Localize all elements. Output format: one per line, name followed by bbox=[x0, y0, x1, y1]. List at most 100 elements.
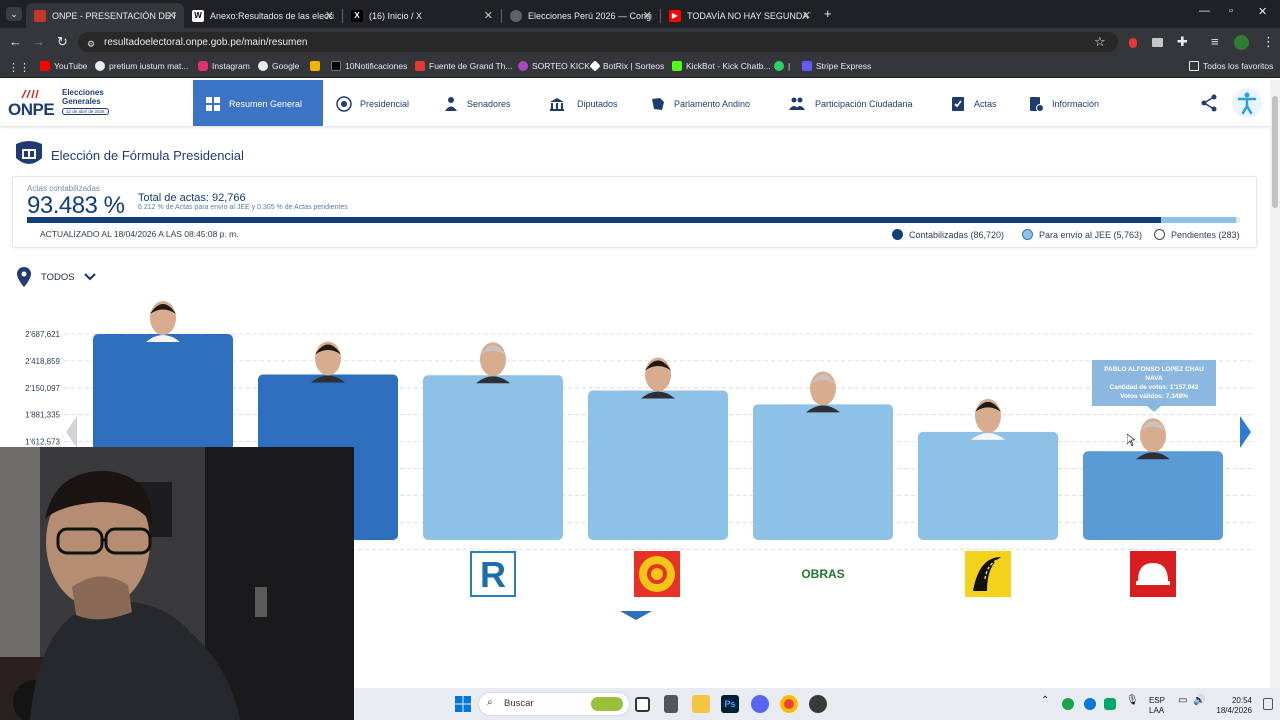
bookmark-whatsapp[interactable]: | bbox=[774, 61, 790, 71]
bookmark-grand-theft[interactable]: Fuente de Grand Th... bbox=[415, 61, 512, 71]
scrollbar-thumb[interactable] bbox=[1272, 96, 1278, 208]
nav-resumen-general[interactable]: Resumen General bbox=[205, 96, 302, 112]
microphone-icon[interactable]: 🎙 bbox=[1126, 695, 1139, 706]
extension-icon[interactable] bbox=[1152, 38, 1163, 47]
nav-informacion[interactable]: Información bbox=[1028, 96, 1099, 112]
brand-title: Elecciones Generales bbox=[62, 88, 104, 106]
close-tab-icon[interactable]: ✕ bbox=[324, 10, 334, 22]
close-tab-icon[interactable]: ✕ bbox=[166, 10, 176, 22]
bookmark-stripe[interactable]: Stripe Express bbox=[802, 61, 871, 71]
tray-cloud-icon[interactable] bbox=[1084, 698, 1096, 710]
search-highlight-image bbox=[591, 697, 623, 711]
clock[interactable]: 20:54 18/4/2026 bbox=[1216, 696, 1252, 715]
close-tab-icon[interactable]: ✕ bbox=[483, 10, 493, 22]
tray-app-icon[interactable] bbox=[1104, 698, 1116, 710]
close-tab-icon[interactable]: ✕ bbox=[801, 10, 811, 22]
accessibility-button[interactable] bbox=[1232, 88, 1262, 118]
chart-next-arrow-icon[interactable] bbox=[1240, 416, 1251, 448]
obs-icon[interactable] bbox=[809, 695, 827, 713]
nav-diputados[interactable]: Diputados bbox=[545, 96, 618, 112]
progress-jee bbox=[1160, 217, 1237, 223]
bookmark-10notificaciones[interactable]: 10Notificaciones bbox=[331, 61, 407, 71]
bookmark-sorteo-kick[interactable]: SORTEO KICK bbox=[518, 61, 590, 71]
nav-parlamento-andino[interactable]: Parlamento Andino bbox=[650, 96, 750, 112]
tray-sync-icon[interactable] bbox=[1062, 698, 1074, 710]
chart-bar[interactable] bbox=[588, 390, 728, 540]
tab-separator bbox=[501, 9, 502, 23]
maximize-icon[interactable]: ▫ bbox=[1229, 5, 1233, 17]
extension-record-icon[interactable] bbox=[1129, 38, 1137, 48]
bookmark-botrix[interactable]: BotRix | Sorteos bbox=[589, 60, 664, 72]
file-explorer-icon[interactable] bbox=[692, 695, 710, 713]
tray-chevron-icon[interactable]: ⌃ bbox=[1041, 695, 1050, 706]
party-logo-obras[interactable]: OBRAS bbox=[801, 567, 845, 581]
task-view-icon[interactable] bbox=[635, 697, 650, 712]
tab-youtube[interactable]: ▶ TODAVÍA NO HAY SEGUNDA VUELTA ✕ bbox=[661, 3, 819, 28]
address-bar[interactable] bbox=[78, 32, 1118, 52]
nav-participacion[interactable]: Participación Ciudadana bbox=[787, 96, 913, 112]
bookmark-star[interactable] bbox=[310, 61, 324, 71]
tab-wikipedia[interactable]: W Anexo:Resultados de las elecciones ✕ bbox=[184, 3, 342, 28]
volume-icon[interactable]: 🔊 bbox=[1193, 695, 1206, 706]
star-icon bbox=[310, 61, 320, 71]
language-indicator[interactable]: ESP LAA bbox=[1149, 696, 1166, 715]
share-icon[interactable] bbox=[1200, 94, 1218, 112]
bookmark-kickbot[interactable]: KickBot - Kick Chatb... bbox=[672, 61, 771, 71]
notifications-icon[interactable] bbox=[1263, 698, 1273, 710]
chrome-icon[interactable] bbox=[780, 695, 798, 713]
party-logo-sun[interactable] bbox=[634, 551, 680, 597]
chart-bar[interactable] bbox=[753, 404, 893, 540]
candidate-portrait[interactable] bbox=[1136, 418, 1170, 460]
bookmark-pretium[interactable]: pretium iustum mat... bbox=[95, 61, 188, 71]
candidate-portrait[interactable] bbox=[641, 357, 675, 399]
candidate-portrait[interactable] bbox=[971, 398, 1005, 440]
media-icon[interactable]: ≡ bbox=[1211, 34, 1219, 49]
all-bookmarks[interactable]: Todos los favoritos bbox=[1189, 61, 1273, 71]
nav-actas[interactable]: Actas bbox=[950, 96, 997, 112]
tab-elecciones[interactable]: Elecciones Perú 2026 — Congreso ✕ bbox=[502, 3, 660, 28]
minimize-icon[interactable]: — bbox=[1199, 5, 1210, 17]
nav-senadores[interactable]: Senadores bbox=[443, 96, 511, 112]
app-icon[interactable] bbox=[664, 695, 678, 713]
senate-icon bbox=[445, 97, 457, 111]
chart-bar[interactable] bbox=[918, 431, 1058, 540]
close-tab-icon[interactable]: ✕ bbox=[642, 10, 652, 22]
tab-x[interactable]: X (16) Inicio / X ✕ bbox=[343, 3, 501, 28]
candidate-portrait[interactable] bbox=[146, 301, 180, 342]
chart-bar[interactable] bbox=[423, 375, 563, 540]
tab-search-icon[interactable]: ⌄ bbox=[6, 7, 22, 21]
actas-percent: 93.483 % bbox=[27, 192, 125, 219]
puzzle-extensions-icon[interactable]: ✚ bbox=[1177, 34, 1188, 49]
window-close-icon[interactable]: ✕ bbox=[1258, 6, 1268, 18]
tab-onpe[interactable]: ONPE - PRESENTACIÓN DE RESULTADOS ✕ bbox=[26, 3, 184, 28]
page-scrollbar[interactable] bbox=[1270, 80, 1280, 688]
onpe-logo[interactable]: ONPE bbox=[8, 100, 55, 119]
nav-presidencial[interactable]: Presidencial bbox=[336, 96, 409, 112]
candidate-portrait[interactable] bbox=[311, 341, 345, 383]
party-logo-road[interactable] bbox=[965, 551, 1011, 597]
reload-icon[interactable]: ↻ bbox=[57, 34, 68, 49]
bookmark-youtube[interactable]: YouTube bbox=[40, 61, 87, 71]
profile-avatar[interactable] bbox=[1234, 35, 1249, 50]
region-filter[interactable]: TODOS bbox=[16, 267, 96, 287]
taskbar-search-box[interactable] bbox=[478, 692, 630, 716]
network-icon[interactable]: ▭ bbox=[1178, 695, 1188, 706]
chart-bar[interactable] bbox=[1083, 451, 1223, 540]
windows-start-icon[interactable] bbox=[454, 695, 472, 713]
candidate-portrait[interactable] bbox=[476, 342, 510, 384]
bookmark-google[interactable]: Google bbox=[258, 61, 299, 71]
discord-icon[interactable] bbox=[751, 695, 769, 713]
forward-icon[interactable]: → bbox=[32, 34, 45, 49]
menu-kebab-icon[interactable]: ⋮ bbox=[1262, 34, 1275, 49]
photoshop-icon[interactable]: Ps bbox=[721, 695, 739, 713]
chart-prev-arrow-icon[interactable] bbox=[66, 416, 77, 448]
party-logo-renovacion[interactable]: R bbox=[470, 551, 516, 597]
party-logo-hat[interactable] bbox=[1130, 551, 1176, 597]
apps-grid-icon[interactable]: ⋮⋮ bbox=[8, 62, 30, 74]
candidate-portrait[interactable] bbox=[806, 371, 840, 413]
bookmark-star-icon[interactable]: ☆ bbox=[1094, 34, 1106, 49]
bookmark-instagram[interactable]: Instagram bbox=[198, 61, 250, 71]
new-tab-icon[interactable]: + bbox=[824, 6, 832, 21]
site-info-icon[interactable]: ⚙ bbox=[87, 39, 96, 49]
back-icon[interactable]: ← bbox=[9, 34, 22, 49]
